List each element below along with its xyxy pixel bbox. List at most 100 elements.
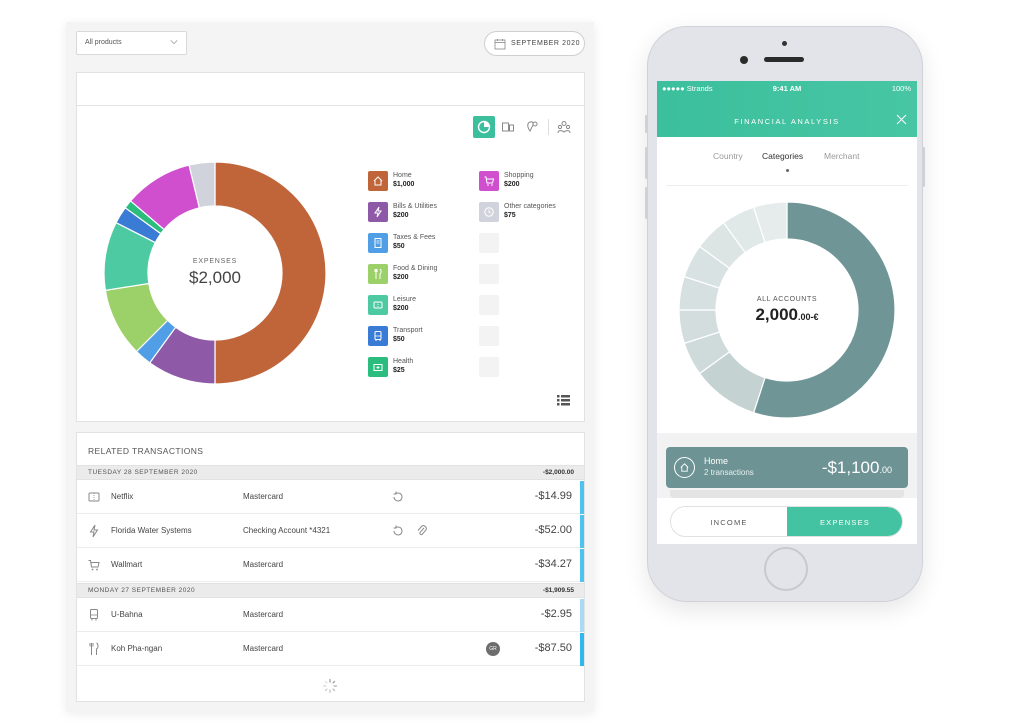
legend-name: Other categories — [504, 203, 556, 210]
bus-icon — [90, 609, 98, 621]
transaction-merchant: Netflix — [111, 492, 134, 501]
close-icon[interactable] — [896, 114, 907, 125]
day-total: -$1,909.55 — [542, 587, 574, 594]
legend-amount: $200 — [504, 181, 520, 188]
transaction-merchant: Wallmart — [111, 560, 143, 569]
tab-country[interactable]: Country — [713, 151, 743, 161]
legend-name: Food & Dining — [393, 265, 438, 272]
legend-amount: $25 — [393, 367, 405, 374]
phone-sensor — [782, 41, 787, 46]
product-select-value: All products — [85, 39, 122, 46]
date-label: SEPTEMBER 2020 — [511, 40, 581, 47]
house-icon — [674, 457, 695, 478]
related-transactions-card: RELATED TRANSACTIONS TUESDAY 28 SEPTEMBE… — [76, 432, 585, 702]
transaction-row[interactable]: U-Bahna Mastercard -$2.95 — [77, 599, 584, 632]
donut-total: 2,000.00-€ — [755, 305, 818, 325]
donut-segment-0[interactable] — [752, 201, 896, 419]
transaction-row[interactable]: Florida Water Systems Checking Account *… — [77, 515, 584, 548]
legend-name: Transport — [393, 327, 423, 334]
legend-amount: $50 — [393, 336, 405, 343]
legend-placeholder — [479, 326, 499, 346]
legend-name: Health — [393, 358, 414, 365]
list-view-icon[interactable] — [557, 395, 570, 406]
transaction-merchant: Koh Pha-ngan — [111, 644, 163, 653]
date-picker[interactable]: SEPTEMBER 2020 — [484, 31, 585, 56]
fork-knife-icon — [368, 264, 388, 284]
transaction-merchant: Florida Water Systems — [111, 526, 192, 535]
ticket-icon — [88, 492, 100, 502]
transaction-account: Mastercard — [243, 492, 284, 501]
loading-spinner-icon — [322, 678, 338, 694]
donut-label: EXPENSES — [192, 258, 238, 265]
legend-amount: $1,000 — [393, 181, 415, 188]
transaction-row[interactable]: Netflix Mastercard -$14.99 — [77, 481, 584, 514]
transactions-title: RELATED TRANSACTIONS — [88, 446, 204, 456]
category-stripe — [580, 481, 584, 514]
divider — [666, 185, 908, 186]
legend-placeholder — [479, 295, 499, 315]
donut-total: $2,000 — [189, 268, 241, 287]
pie-view-button[interactable] — [473, 116, 495, 138]
legend-amount: $200 — [393, 305, 409, 312]
income-toggle[interactable]: INCOME — [710, 518, 748, 527]
transaction-amount: -$34.27 — [534, 558, 572, 570]
donut-center: EXPENSES $2,000 — [103, 161, 327, 385]
bar-view-button[interactable] — [497, 116, 519, 138]
legend-name: Home — [393, 172, 412, 179]
donut-total-suffix: .00-€ — [798, 311, 819, 322]
phone-camera — [740, 56, 748, 64]
phone-button — [645, 147, 648, 179]
home-button[interactable] — [764, 547, 808, 591]
expenses-toggle[interactable]: EXPENSES — [787, 507, 902, 536]
phone-screen: ●●●●● Strands 9:41 AM 100% FINANCIAL ANA… — [657, 81, 917, 544]
phone-button — [922, 147, 925, 187]
category-card-home[interactable]: Home 2 transactions -$1,100.00 — [666, 447, 908, 488]
legend-name: Bills & Utilities — [393, 203, 437, 210]
category-amount: -$1,100.00 — [822, 458, 892, 478]
tab-merchant[interactable]: Merchant — [824, 151, 860, 161]
donut-segment-other-categories[interactable] — [188, 161, 216, 209]
legend-amount: $200 — [393, 274, 409, 281]
transaction-account: Mastercard — [243, 644, 284, 653]
legend-name: Shopping — [504, 172, 534, 179]
phone-mockup: ●●●●● Strands 9:41 AM 100% FINANCIAL ANA… — [645, 26, 925, 602]
calendar-icon — [494, 39, 506, 50]
app-header: ●●●●● Strands 9:41 AM 100% FINANCIAL ANA… — [657, 81, 917, 137]
medkit-icon — [368, 357, 388, 377]
map-pin-icon — [527, 121, 538, 132]
location-badge: GR — [486, 642, 500, 656]
transaction-account: Mastercard — [243, 610, 284, 619]
donut-center: ALL ACCOUNTS 2,000.00-€ — [676, 199, 898, 421]
legend-placeholder — [479, 233, 499, 253]
transaction-row[interactable]: Koh Pha-ngan Mastercard GR -$87.50 — [77, 633, 584, 666]
tab-categories[interactable]: Categories — [762, 151, 804, 161]
cart-icon — [88, 560, 100, 571]
ticket-icon — [368, 295, 388, 315]
donut-segment-8[interactable] — [752, 201, 788, 244]
clock-label: 9:41 AM — [772, 84, 802, 93]
donut-segment-home[interactable] — [214, 161, 327, 385]
transaction-row[interactable]: Wallmart Mastercard -$34.27 — [77, 549, 584, 582]
bar-chart-icon — [502, 122, 514, 132]
transaction-amount: -$2.95 — [540, 608, 572, 620]
legend-name: Taxes & Fees — [393, 234, 436, 241]
clock-icon — [479, 202, 499, 222]
chevron-down-icon — [170, 40, 178, 45]
legend-amount: $200 — [393, 212, 409, 219]
people-icon — [557, 121, 571, 134]
view-separator — [548, 119, 549, 135]
house-icon — [368, 171, 388, 191]
people-view-button[interactable] — [553, 116, 575, 138]
paperclip-icon — [417, 525, 427, 536]
transaction-amount: -$14.99 — [534, 490, 572, 502]
transaction-account: Checking Account *4321 — [243, 526, 331, 535]
map-view-button[interactable] — [521, 116, 543, 138]
pie-chart-icon — [477, 120, 491, 134]
category-amount-main: -$1,100 — [821, 458, 880, 477]
day-total: -$2,000.00 — [542, 469, 574, 476]
analysis-tabs: Country Categories Merchant — [657, 151, 917, 165]
category-amount-suffix: .00 — [879, 465, 892, 475]
product-select[interactable]: All products — [76, 31, 187, 55]
transaction-amount: -$52.00 — [534, 524, 572, 536]
legend-placeholder — [479, 264, 499, 284]
